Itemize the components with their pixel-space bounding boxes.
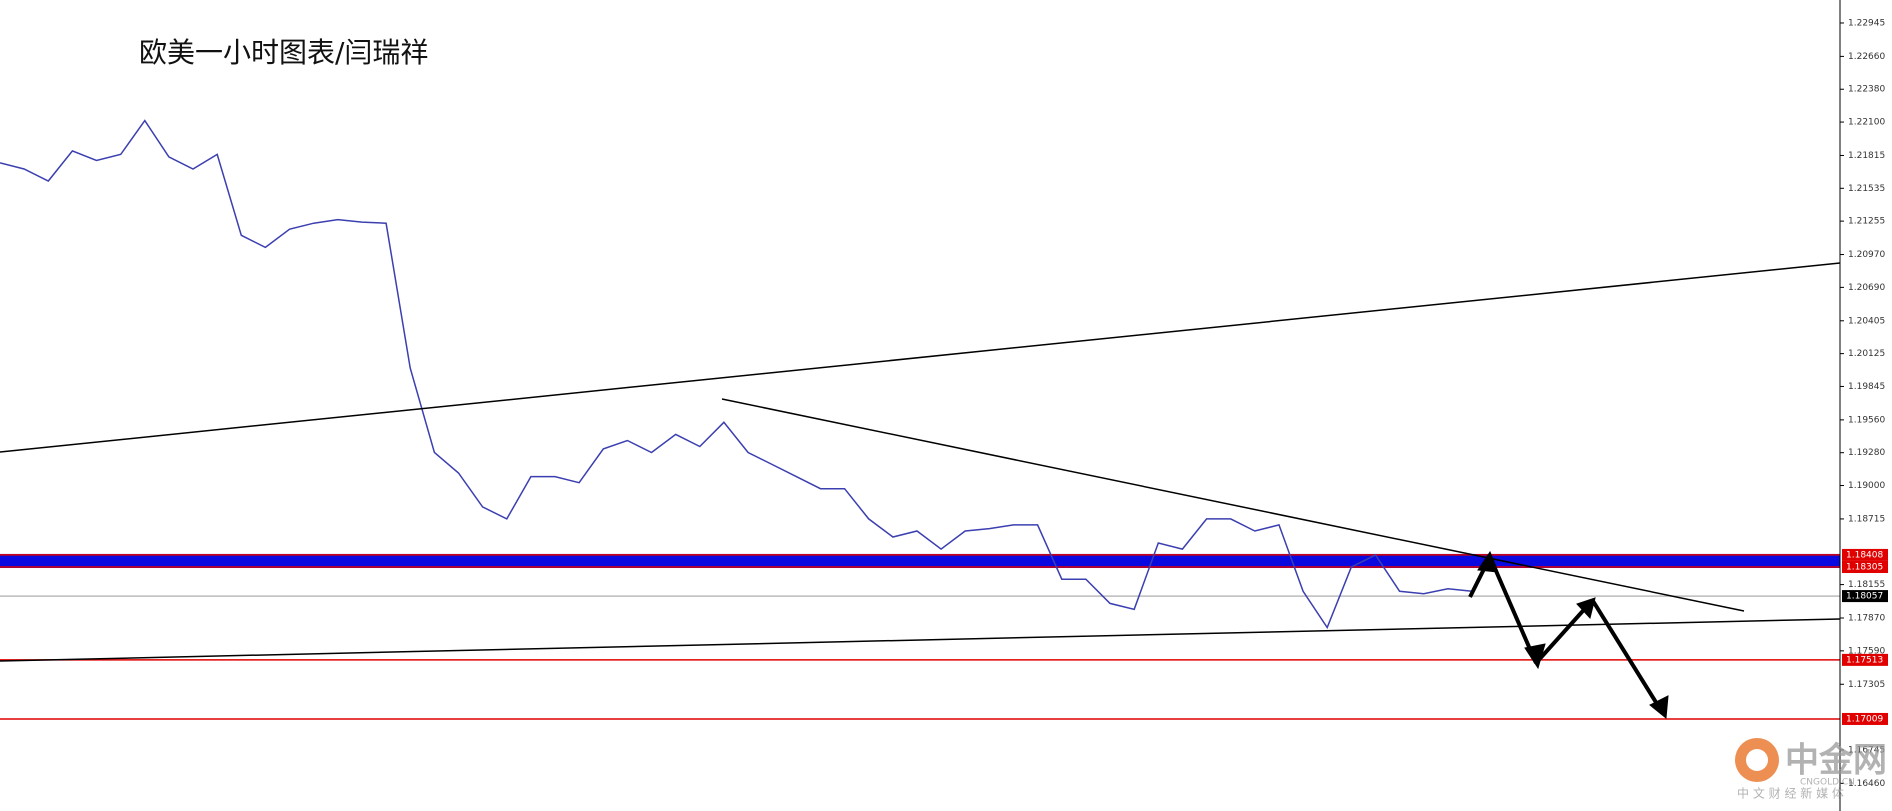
level-box: [1842, 548, 1888, 561]
trend-line: [721, 398, 1745, 612]
chart-title: 欧美一小时图表/闫瑞祥: [139, 36, 428, 69]
arrow-head: [1576, 597, 1596, 620]
y-tick-label: 1.16745: [1848, 745, 1885, 755]
level-label: 1.18408: [1846, 550, 1883, 560]
trend-line: [0, 262, 1841, 453]
arrow-head: [1649, 695, 1669, 719]
arrow-head: [1477, 550, 1499, 573]
brand: 中金网: [1785, 741, 1887, 781]
y-axis: 1.22945 1.22660 1.22380 1.22100 1.21815 1.215…: [1840, 18, 1888, 789]
level-box: [1842, 590, 1888, 603]
arrow: [1488, 556, 1538, 664]
watermark: 中金网 CNGOLD.CN 中 文 财 经 新 媒 体: [1735, 738, 1887, 801]
y-tick-label: 1.20690: [1848, 283, 1885, 293]
y-tick-label: 1.17590: [1848, 646, 1885, 656]
y-tick-label: 1.17870: [1848, 614, 1885, 624]
forecast-arrows: [1468, 550, 1669, 719]
slogan: 中 文 财 经 新 媒 体: [1737, 786, 1844, 801]
logo-inner: [1746, 749, 1768, 771]
trend-lines: [0, 262, 1841, 662]
zone-band: [0, 553, 1840, 569]
price-line: [0, 119, 1473, 630]
y-tick-label: 1.21535: [1848, 184, 1885, 194]
y-tick-label: 1.22380: [1848, 85, 1885, 95]
y-tick-label: 1.21815: [1848, 151, 1885, 161]
y-tick-label: 1.19280: [1848, 448, 1885, 458]
level-box: [1842, 653, 1888, 666]
y-tick-label: 1.18155: [1848, 580, 1885, 590]
y-tick-label: 1.20970: [1848, 250, 1885, 260]
y-tick-label: 1.20125: [1848, 349, 1885, 359]
y-tick-label: 1.19845: [1848, 382, 1885, 392]
domain: CNGOLD.CN: [1800, 778, 1855, 788]
arrow: [1591, 599, 1664, 714]
y-tick-label: 1.22100: [1848, 118, 1885, 128]
level-box: [1842, 712, 1888, 725]
y-tick-label: 1.21255: [1848, 217, 1885, 227]
y-tick-label: 1.19000: [1848, 481, 1885, 491]
arrow-head: [1524, 643, 1546, 670]
level-label: 1.17513: [1846, 655, 1883, 665]
arrow: [1534, 601, 1592, 665]
level-box: [1842, 561, 1888, 574]
trend-line: [0, 618, 1841, 662]
y-tick-label: 1.22660: [1848, 52, 1885, 62]
level-label: 1.18305: [1846, 563, 1883, 573]
y-tick-label: 1.16460: [1848, 779, 1885, 789]
y-tick-label: 1.19560: [1848, 415, 1885, 425]
y-tick-label: 1.20405: [1848, 316, 1885, 326]
level-label: 1.17009: [1846, 714, 1883, 724]
y-tick-label: 1.17305: [1848, 680, 1885, 690]
y-tick-label: 1.22945: [1848, 18, 1885, 28]
y-tick-label: 1.18715: [1848, 514, 1885, 524]
level-label: 1.18057: [1846, 592, 1883, 602]
